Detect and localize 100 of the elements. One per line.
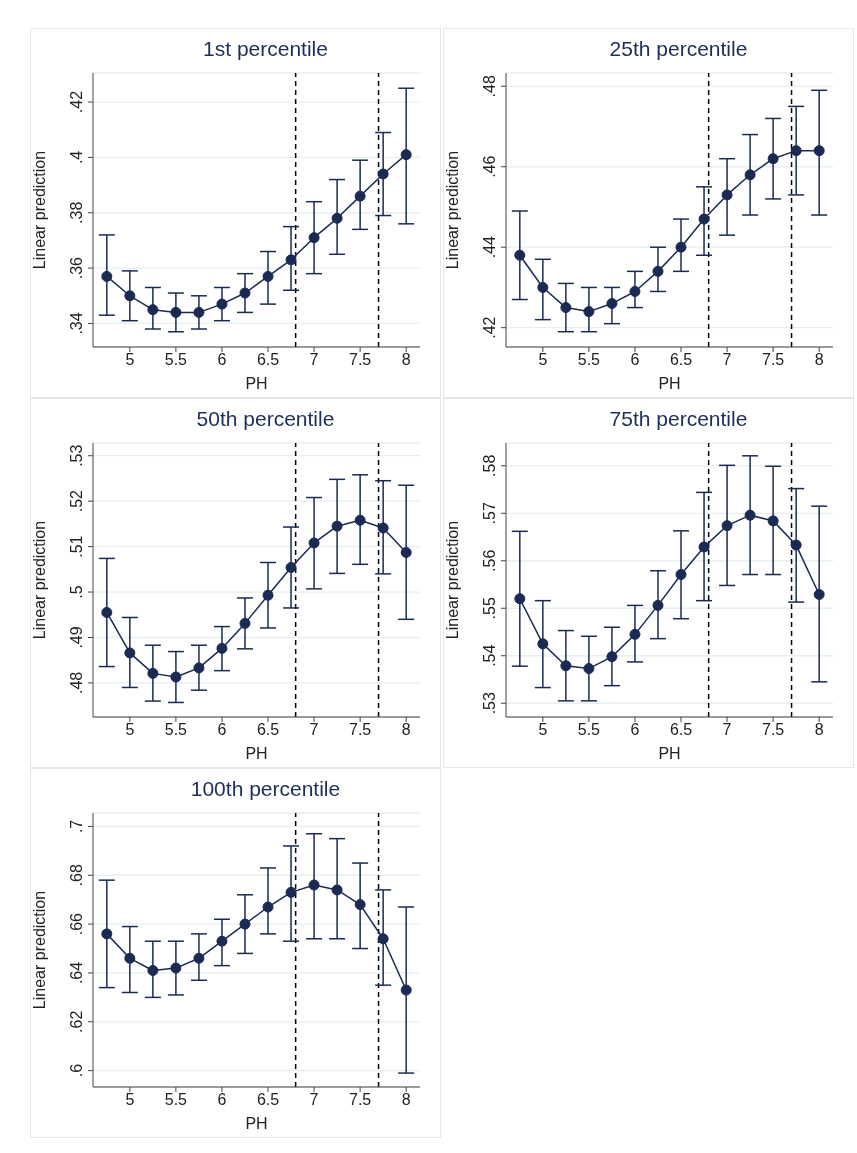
x-tick-label: 5.5 bbox=[577, 351, 601, 369]
point bbox=[308, 537, 320, 549]
y-tick-label: .48 bbox=[481, 75, 498, 98]
y-tick-label: .34 bbox=[68, 312, 85, 335]
point bbox=[170, 306, 182, 318]
point bbox=[721, 189, 733, 201]
y-tick-label: .64 bbox=[68, 961, 85, 985]
x-tick-label: 6.5 bbox=[669, 351, 693, 369]
y-axis-title: Linear prediction bbox=[30, 890, 48, 1010]
chart-title: 100th percentile bbox=[189, 776, 342, 802]
point bbox=[377, 933, 389, 945]
x-tick-label: 8 bbox=[814, 721, 824, 739]
point bbox=[354, 899, 366, 911]
point bbox=[239, 617, 251, 629]
point bbox=[101, 270, 113, 282]
x-tick-label: 8 bbox=[401, 351, 411, 369]
y-tick-label: .58 bbox=[481, 454, 498, 477]
x-tick-label: 5.5 bbox=[164, 351, 188, 369]
point bbox=[285, 562, 297, 573]
x-tick-label: 7.5 bbox=[349, 351, 372, 369]
y-tick-label: .48 bbox=[68, 671, 85, 695]
x-axis-title: PH bbox=[658, 375, 681, 392]
chart-title: 1st percentile bbox=[202, 36, 329, 62]
x-tick-label: 5.5 bbox=[164, 721, 188, 739]
point bbox=[790, 145, 802, 157]
y-tick-label: .49 bbox=[68, 626, 85, 649]
x-tick-label: 5 bbox=[538, 351, 548, 369]
point bbox=[170, 671, 182, 683]
x-tick-label: 6.5 bbox=[669, 721, 693, 739]
y-tick-label: .57 bbox=[481, 502, 498, 525]
x-axis-title: PH bbox=[245, 375, 268, 392]
y-tick-label: .53 bbox=[68, 444, 85, 467]
x-tick-label: 7.5 bbox=[762, 721, 785, 739]
y-tick-label: .38 bbox=[68, 201, 85, 224]
y-tick-label: .5 bbox=[68, 585, 85, 599]
point bbox=[698, 541, 710, 553]
point bbox=[606, 651, 618, 663]
point bbox=[170, 962, 182, 974]
chart-title: 50th percentile bbox=[195, 406, 336, 432]
point bbox=[101, 606, 113, 618]
x-tick-label: 6.5 bbox=[256, 721, 280, 739]
x-tick-label: 5 bbox=[538, 721, 548, 739]
point bbox=[193, 952, 205, 964]
x-tick-label: 8 bbox=[401, 721, 411, 739]
x-tick-label: 7.5 bbox=[349, 721, 372, 739]
point bbox=[813, 588, 825, 600]
x-tick-label: 7.5 bbox=[762, 351, 785, 369]
point bbox=[193, 306, 205, 318]
y-tick-label: .54 bbox=[481, 644, 498, 667]
point bbox=[560, 660, 572, 672]
point bbox=[285, 886, 297, 898]
x-axis-title: PH bbox=[245, 745, 268, 762]
x-tick-label: 5 bbox=[125, 1091, 135, 1109]
point bbox=[147, 667, 159, 679]
x-tick-label: 5.5 bbox=[164, 1091, 188, 1109]
point bbox=[400, 149, 412, 161]
point bbox=[629, 285, 641, 297]
point bbox=[400, 984, 412, 996]
x-tick-label: 6.5 bbox=[256, 1091, 280, 1109]
x-axis-title: PH bbox=[658, 745, 681, 762]
point bbox=[262, 589, 274, 601]
x-tick-label: 7 bbox=[722, 721, 732, 739]
chart-title: 75th percentile bbox=[608, 406, 749, 432]
x-tick-label: 7 bbox=[309, 1091, 319, 1109]
point bbox=[216, 642, 228, 654]
x-tick-label: 6 bbox=[217, 351, 227, 369]
y-tick-label: .52 bbox=[68, 489, 85, 513]
point bbox=[744, 509, 756, 521]
y-tick-label: .56 bbox=[481, 549, 498, 572]
point bbox=[308, 879, 320, 891]
point bbox=[675, 569, 687, 581]
point bbox=[790, 539, 802, 551]
point bbox=[101, 928, 113, 940]
point bbox=[537, 638, 549, 650]
point bbox=[193, 662, 205, 674]
x-tick-label: 7 bbox=[309, 351, 319, 369]
y-axis-title: Linear prediction bbox=[443, 150, 461, 270]
x-tick-label: 6 bbox=[217, 721, 227, 739]
point bbox=[652, 265, 664, 277]
y-tick-label: .42 bbox=[68, 90, 85, 114]
point bbox=[514, 593, 526, 605]
point bbox=[354, 190, 366, 202]
point bbox=[377, 168, 389, 180]
point bbox=[147, 304, 159, 316]
point bbox=[147, 965, 159, 977]
x-tick-label: 6 bbox=[217, 1091, 227, 1109]
y-tick-label: .44 bbox=[481, 236, 498, 259]
y-tick-label: .4 bbox=[68, 150, 85, 165]
y-tick-label: .51 bbox=[68, 535, 85, 558]
point bbox=[377, 522, 389, 534]
point bbox=[216, 935, 228, 947]
point bbox=[744, 169, 756, 181]
x-tick-label: 6 bbox=[630, 351, 640, 369]
y-tick-label: .46 bbox=[481, 155, 498, 178]
point bbox=[331, 884, 343, 896]
chart-title: 25th percentile bbox=[608, 36, 749, 62]
y-tick-label: .62 bbox=[68, 1010, 85, 1033]
x-tick-label: 5.5 bbox=[577, 721, 601, 739]
point bbox=[124, 952, 136, 964]
x-tick-label: 6.5 bbox=[256, 351, 280, 369]
